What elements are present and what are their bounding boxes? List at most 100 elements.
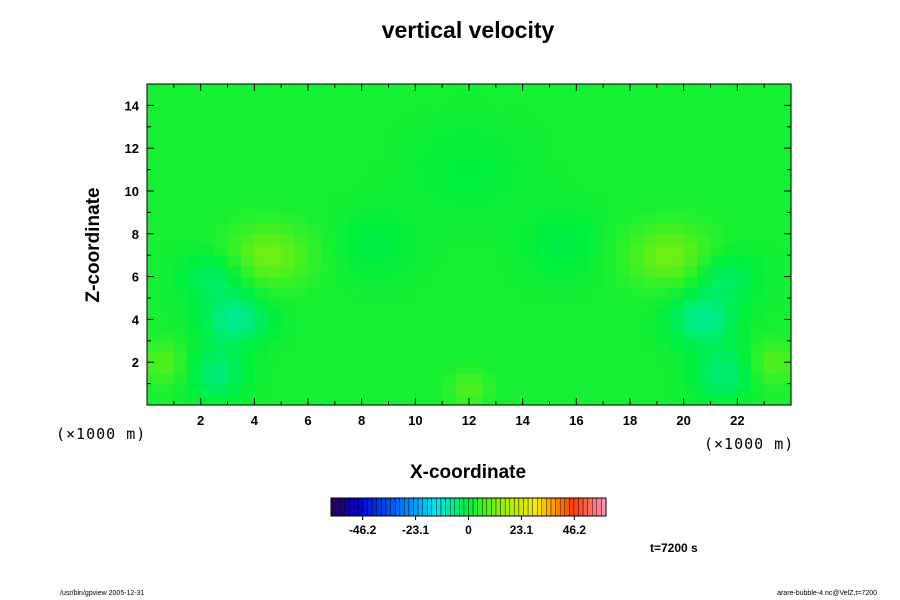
heatmap-cell (549, 180, 564, 192)
heatmap-cell (160, 340, 175, 353)
heatmap-cell (401, 276, 416, 288)
heatmap-cell (522, 223, 537, 235)
heatmap-cell (294, 287, 309, 299)
heatmap-cell (442, 169, 457, 181)
heatmap-cell (589, 191, 604, 203)
colorbar-segment (358, 497, 364, 517)
heatmap-cell (227, 308, 242, 320)
y-axis-unit: (×1000 m) (56, 425, 146, 443)
heatmap-cell (469, 255, 484, 267)
heatmap-cell (723, 84, 738, 96)
heatmap-cell (683, 94, 698, 106)
heatmap-cell (576, 319, 591, 331)
heatmap-cell (455, 191, 470, 203)
heatmap-cell (710, 340, 725, 353)
heatmap-cell (469, 212, 484, 224)
heatmap-cell (442, 126, 457, 139)
heatmap-cell (361, 383, 376, 395)
heatmap-cell (455, 158, 470, 171)
heatmap-cell (536, 276, 551, 288)
heatmap-cell (173, 308, 188, 320)
heatmap-cell (643, 201, 658, 213)
heatmap-cell (509, 158, 524, 171)
colorbar-segment (413, 497, 419, 517)
heatmap-cell (750, 383, 765, 395)
colorbar-segment (335, 497, 341, 517)
colorbar: -46.2 -23.1 0 23.1 46.2 (330, 497, 607, 537)
heatmap-cell (656, 276, 671, 288)
heatmap-cell (710, 126, 725, 139)
heatmap-cell (214, 158, 229, 171)
heatmap-cell (549, 223, 564, 235)
heatmap-cell (495, 351, 510, 363)
heatmap-cell (723, 394, 738, 406)
heatmap-cell (348, 126, 363, 139)
heatmap-cell (482, 372, 497, 385)
heatmap-cell (240, 223, 255, 235)
heatmap-cell (562, 180, 577, 192)
heatmap-cell (562, 308, 577, 320)
heatmap-cell (214, 116, 229, 128)
heatmap-cell (442, 212, 457, 224)
colorbar-segment (372, 497, 378, 517)
heatmap-cell (603, 394, 618, 406)
heatmap-cell (723, 94, 738, 106)
heatmap-cell (656, 201, 671, 213)
heatmap-cell (683, 330, 698, 342)
heatmap-cell (281, 276, 296, 288)
heatmap-cell (442, 148, 457, 160)
heatmap-cell (401, 84, 416, 96)
heatmap-cell (200, 308, 215, 320)
heatmap-cell (375, 287, 390, 299)
heatmap-cell (750, 287, 765, 299)
heatmap-cell (267, 223, 282, 235)
heatmap-cell (777, 169, 792, 181)
heatmap-cell (495, 201, 510, 213)
heatmap-cell (670, 126, 685, 139)
heatmap-cell (750, 158, 765, 171)
heatmap-cell (240, 308, 255, 320)
heatmap-cell (562, 191, 577, 203)
heatmap-cell (254, 201, 269, 213)
heatmap-cell (495, 126, 510, 139)
heatmap-cell (603, 287, 618, 299)
heatmap-cell (334, 265, 349, 278)
heatmap-cell (321, 287, 336, 299)
heatmap-cell (656, 351, 671, 363)
heatmap-cell (576, 233, 591, 246)
heatmap-cell (334, 223, 349, 235)
heatmap-cell (522, 362, 537, 374)
heatmap-cell (777, 330, 792, 342)
heatmap-cell (630, 244, 645, 256)
heatmap-cell (536, 244, 551, 256)
heatmap-cell (173, 372, 188, 385)
heatmap-cell (482, 265, 497, 278)
heatmap-cell (334, 255, 349, 267)
heatmap-cell (321, 265, 336, 278)
heatmap-cell (281, 137, 296, 149)
heatmap-cell (643, 298, 658, 310)
heatmap-cell (697, 330, 712, 342)
footer-right: arare-bubble-4.nc@VelZ,t=7200 (777, 590, 877, 597)
heatmap-cell (160, 298, 175, 310)
heatmap-cell (603, 191, 618, 203)
heatmap-cell (616, 319, 631, 331)
heatmap-cell (737, 276, 752, 288)
heatmap-cell (482, 84, 497, 96)
heatmap-cell (375, 276, 390, 288)
heatmap-cell (160, 116, 175, 128)
heatmap-cell (522, 212, 537, 224)
heatmap-cell (616, 265, 631, 278)
heatmap-cell (562, 362, 577, 374)
heatmap-cell (281, 244, 296, 256)
heatmap-cell (482, 308, 497, 320)
heatmap-cell (509, 180, 524, 192)
heatmap-cell (401, 340, 416, 353)
colorbar-segment (408, 497, 414, 517)
heatmap-cell (254, 105, 269, 117)
heatmap-cell (643, 137, 658, 149)
heatmap-cell (656, 265, 671, 278)
heatmap-cell (455, 319, 470, 331)
heatmap-cell (321, 212, 336, 224)
heatmap-cell (455, 287, 470, 299)
